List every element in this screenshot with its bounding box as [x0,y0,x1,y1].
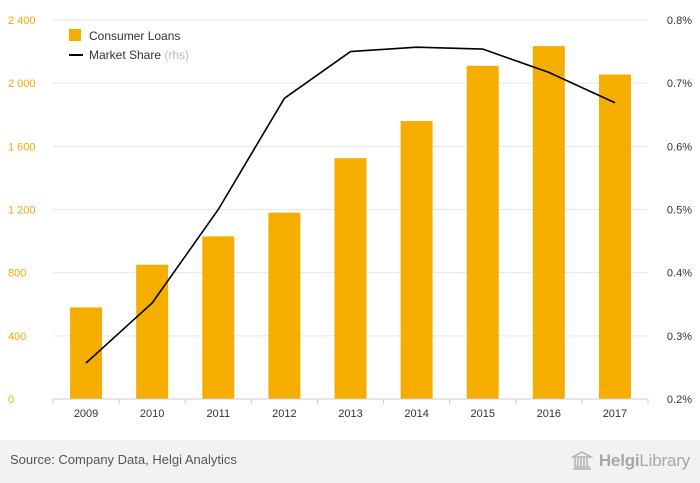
y-tick-label: 0 [8,394,14,406]
legend: Consumer Loans Market Share (rhs) [69,29,189,62]
line-series-market-share [85,46,616,364]
y2-tick-label: 0.7% [667,78,692,90]
library-building-icon [570,451,593,470]
axes: 0 0.2% 400 0.3% 800 0.4% 1 200 0.5% 1 600 0.6% 2 0… [8,15,692,420]
y-tick-label: 1 600 [8,141,36,153]
bar-series-consumer-loans [70,46,631,400]
y-tick-label: 2 400 [8,15,36,27]
helgi-library-logo: HelgiLibrary [570,448,690,474]
chart: 0 0.2% 400 0.3% 800 0.4% 1 200 0.5% 1 600 0.6% 2 0… [8,15,692,420]
y-tick-label: 800 [8,268,26,280]
x-tick-label: 2009 [74,408,98,420]
y2-tick-label: 0.5% [667,205,692,217]
bar [466,65,499,399]
bar [268,212,301,399]
x-tick-label: 2016 [537,408,561,420]
x-tick-label: 2011 [206,408,230,420]
y-tick-label: 400 [8,331,26,343]
bar [532,46,565,400]
y2-tick-label: 0.4% [667,268,692,280]
logo-text: HelgiLibrary [598,451,690,470]
y-tick-label: 2 000 [8,78,36,90]
legend-swatch-consumer-loans [69,29,81,41]
legend-label-suffix: (rhs) [164,48,189,62]
y2-tick-label: 0.8% [667,15,692,27]
x-tick-label: 2014 [404,408,428,420]
bar [598,74,631,399]
bar [334,158,367,399]
y2-tick-label: 0.2% [667,394,692,406]
footer: Source: Company Data, Helgi Analytics He… [0,440,700,483]
bar [400,121,433,400]
x-tick-label: 2015 [470,408,494,420]
x-tick-label: 2010 [140,408,164,420]
bar [136,264,169,399]
x-tick-label: 2012 [272,408,296,420]
source-note: Source: Company Data, Helgi Analytics [10,452,237,467]
legend-label-consumer-loans: Consumer Loans [89,29,180,43]
x-tick-label: 2017 [603,408,627,420]
y2-tick-label: 0.6% [667,141,692,153]
y2-tick-label: 0.3% [667,331,692,343]
x-tick-label: 2013 [338,408,362,420]
legend-label-market-share: Market Share (rhs) [89,48,189,62]
bar [202,236,235,399]
y-tick-label: 1 200 [8,205,36,217]
